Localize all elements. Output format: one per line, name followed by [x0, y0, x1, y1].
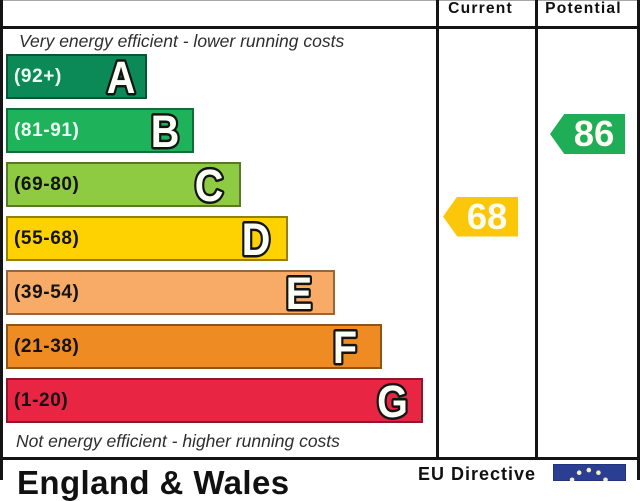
svg-text:A: A	[107, 53, 136, 103]
svg-text:G: G	[377, 377, 408, 427]
svg-text:C: C	[195, 161, 224, 211]
svg-text:D: D	[242, 215, 271, 265]
svg-text:B: B	[151, 107, 180, 157]
svg-text:F: F	[333, 323, 357, 373]
svg-text:E: E	[286, 269, 312, 319]
